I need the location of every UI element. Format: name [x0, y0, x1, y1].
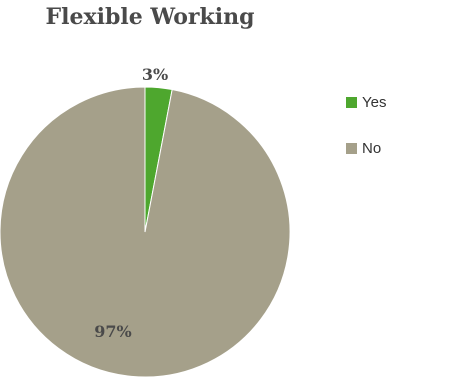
- data-label-no: 97%: [94, 322, 131, 341]
- legend-item-no: No: [346, 138, 386, 158]
- legend-label-no: No: [362, 139, 382, 157]
- legend-swatch-yes: [346, 96, 357, 108]
- pie-slice-no: [0, 86, 291, 377]
- legend-item-yes: Yes: [346, 92, 386, 112]
- legend-swatch-no: [346, 142, 357, 154]
- legend-label-yes: Yes: [362, 93, 387, 111]
- data-label-yes: 3%: [142, 65, 168, 84]
- legend: Yes No: [346, 92, 386, 184]
- chart-title: Flexible Working: [45, 4, 255, 30]
